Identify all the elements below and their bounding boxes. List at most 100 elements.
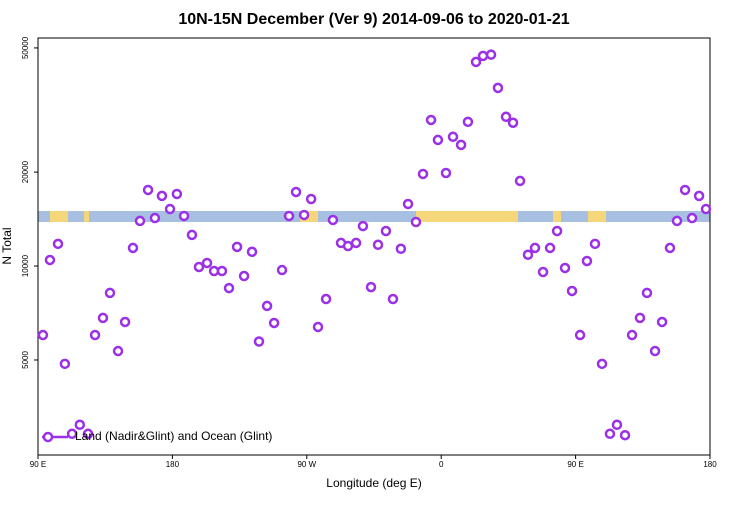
point bbox=[283, 210, 295, 222]
point bbox=[89, 329, 101, 341]
point bbox=[402, 198, 414, 210]
point bbox=[127, 242, 139, 254]
x-tick-label: 90 E bbox=[567, 460, 583, 469]
point bbox=[44, 254, 56, 266]
point bbox=[327, 214, 339, 226]
point bbox=[312, 321, 324, 333]
y-axis-label: N Total bbox=[0, 227, 14, 264]
point bbox=[656, 316, 668, 328]
point bbox=[551, 225, 563, 237]
point bbox=[164, 203, 176, 215]
point bbox=[290, 186, 302, 198]
land-patch bbox=[553, 211, 561, 222]
point bbox=[649, 345, 661, 357]
point bbox=[372, 239, 384, 251]
point bbox=[186, 229, 198, 241]
point bbox=[238, 270, 250, 282]
x-axis-label: Longitude (deg E) bbox=[326, 476, 421, 490]
point bbox=[66, 428, 78, 440]
point bbox=[268, 317, 280, 329]
point bbox=[425, 114, 437, 126]
point bbox=[320, 293, 332, 305]
point bbox=[477, 50, 489, 62]
land-patch bbox=[588, 211, 606, 222]
point bbox=[380, 225, 392, 237]
point bbox=[357, 220, 369, 232]
point bbox=[559, 262, 571, 274]
point bbox=[201, 257, 213, 269]
point bbox=[246, 246, 258, 258]
point bbox=[626, 329, 638, 341]
point bbox=[156, 190, 168, 202]
point bbox=[596, 358, 608, 370]
land-patch bbox=[50, 211, 68, 222]
point bbox=[171, 188, 183, 200]
point bbox=[604, 428, 616, 440]
land-patch bbox=[416, 211, 518, 222]
point bbox=[447, 131, 459, 143]
point bbox=[589, 238, 601, 250]
point bbox=[507, 117, 519, 128]
point bbox=[350, 237, 362, 249]
point bbox=[671, 215, 683, 227]
point bbox=[679, 184, 691, 196]
point bbox=[223, 282, 235, 294]
chart-title: 10N-15N December (Ver 9) 2014-09-06 to 2… bbox=[178, 11, 569, 28]
point bbox=[440, 167, 452, 179]
point bbox=[514, 175, 526, 187]
point bbox=[231, 241, 243, 253]
point bbox=[417, 168, 429, 180]
point bbox=[134, 215, 146, 227]
point bbox=[298, 209, 310, 221]
legend-label: Land (Nadir&Glint) and Ocean (Glint) bbox=[75, 429, 272, 443]
point bbox=[216, 265, 228, 277]
point bbox=[537, 266, 549, 278]
point bbox=[611, 419, 623, 431]
point bbox=[566, 285, 578, 297]
point bbox=[522, 249, 534, 260]
legend-marker bbox=[42, 431, 54, 443]
point bbox=[149, 212, 161, 224]
point bbox=[432, 134, 444, 146]
x-tick-label: 90 W bbox=[297, 460, 316, 469]
y-tick-label: 10000 bbox=[21, 254, 30, 277]
point bbox=[410, 216, 422, 228]
x-tick-label: 0 bbox=[439, 460, 444, 469]
y-tick-label: 5000 bbox=[21, 351, 30, 369]
point bbox=[574, 329, 586, 341]
point bbox=[52, 238, 64, 250]
point bbox=[455, 139, 467, 151]
point bbox=[664, 242, 676, 254]
point bbox=[276, 264, 288, 276]
point bbox=[178, 210, 190, 222]
point bbox=[365, 281, 377, 293]
point bbox=[693, 190, 705, 202]
plot-frame bbox=[37, 37, 711, 456]
x-tick-label: 180 bbox=[166, 460, 180, 469]
point bbox=[581, 255, 593, 267]
point bbox=[261, 300, 273, 312]
point bbox=[74, 419, 86, 431]
point bbox=[387, 293, 399, 305]
point bbox=[119, 316, 131, 328]
point bbox=[700, 203, 712, 215]
ocean-band bbox=[38, 211, 710, 222]
point bbox=[544, 242, 556, 254]
point bbox=[470, 56, 482, 68]
y-tick-label: 50000 bbox=[21, 36, 30, 59]
point bbox=[686, 212, 698, 224]
point bbox=[37, 329, 49, 341]
point bbox=[462, 116, 474, 128]
land-patch bbox=[84, 211, 89, 222]
point bbox=[529, 242, 541, 254]
y-tick-label: 20000 bbox=[21, 160, 30, 183]
point bbox=[619, 429, 631, 441]
point bbox=[641, 287, 653, 299]
x-tick-label: 90 E bbox=[30, 460, 46, 469]
point bbox=[305, 193, 317, 205]
x-tick-label: 180 bbox=[703, 460, 717, 469]
point bbox=[142, 184, 154, 196]
point bbox=[395, 243, 407, 255]
point bbox=[485, 49, 497, 60]
